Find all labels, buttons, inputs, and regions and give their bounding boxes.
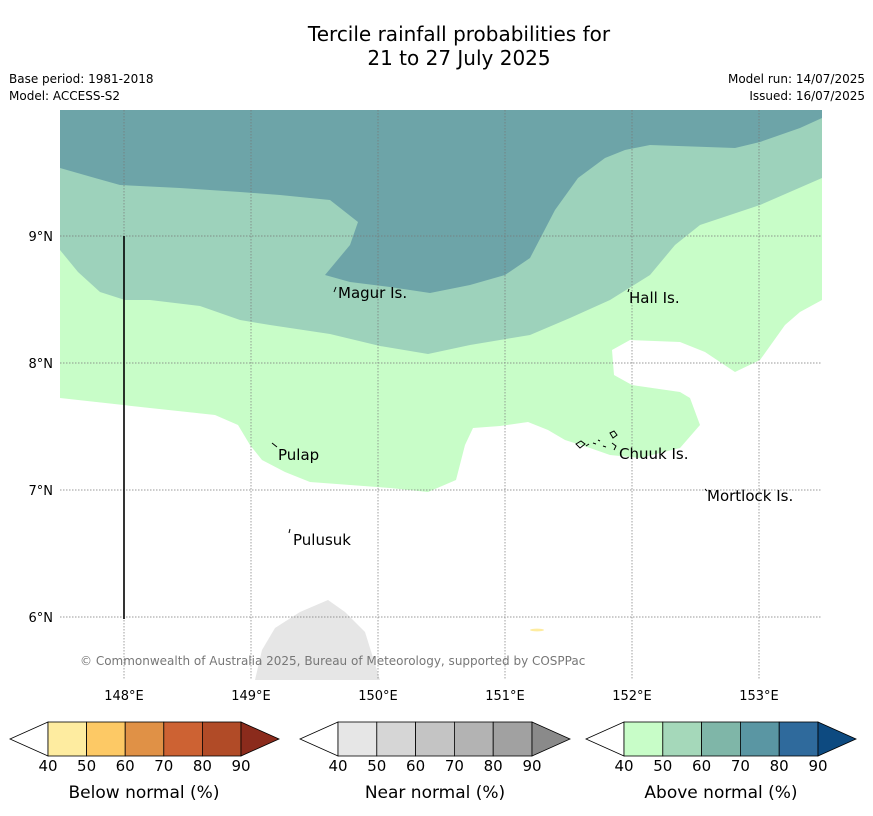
legend-near-tick-90: 90 [522,757,541,775]
meta-right: Model run: 14/07/2025 Issued: 16/07/2025 [728,71,865,105]
legend-near-tick-80: 80 [484,757,503,775]
lat-label-9n: 9°N [29,230,54,245]
legend-above-tick-80: 80 [770,757,789,775]
hall-island-outline [627,288,630,293]
legend-near-bin-50-60 [376,721,416,757]
copyright-notice: © Commonwealth of Australia 2025, Bureau… [80,654,585,668]
lon-label-148e: 148°E [104,689,144,704]
legend-near-title: Near normal (%) [365,783,505,803]
legend-above-tick-90: 90 [808,757,827,775]
legend-near-right-arrow [531,721,571,757]
pulusuk-island-outline [288,528,291,534]
legend-above-bin-50-60 [662,721,702,757]
legend-near-bin-70-80 [453,721,494,757]
legend-above-normal: 40 50 60 70 80 90 Above normal (%) [585,721,857,803]
above-normal-60-70-region [60,110,822,293]
legend-below-left-arrow [9,721,49,757]
graticule [60,110,822,680]
legend-near-normal: 40 50 60 70 80 90 Near normal (%) [299,721,571,803]
legend-near-tick-70: 70 [445,757,464,775]
place-labels: Magur Is. Hall Is. Pulap Chuuk Is. Mortl… [278,284,793,549]
legend-above-bin-80-90 [778,721,819,757]
legend-below-right-arrow [240,721,280,757]
place-label-chuuk: Chuuk Is. [619,445,688,463]
place-label-pulusuk: Pulusuk [293,531,351,549]
legend-above-bin-60-70 [701,721,741,757]
legend-below-tick-80: 80 [193,757,212,775]
title-line-1: Tercile rainfall probabilities for [307,22,611,46]
mortlock-island-outline [704,488,708,492]
legend-above-bin-70-80 [740,721,780,757]
legend-above-right-arrow [817,721,857,757]
model-run: Model run: 14/07/2025 [727,72,865,86]
legend-below-tick-90: 90 [231,757,250,775]
legend-above-tick-40: 40 [614,757,633,775]
pulap-island-outline [271,442,278,448]
legend-below-tick-50: 50 [77,757,96,775]
legend-below-tick-40: 40 [38,757,57,775]
legend-above-bin-40-50 [623,721,664,757]
legend-near-tick-50: 50 [367,757,386,775]
lon-label-149e: 149°E [231,689,271,704]
legend-below-bin-50-60 [86,721,126,757]
magur-island-outline [333,286,337,293]
lat-label-8n: 8°N [29,357,54,372]
lat-label-7n: 7°N [29,484,54,499]
legend-near-tick-60: 60 [406,757,425,775]
legend-near-bin-40-50 [337,721,378,757]
legend-near-left-arrow [299,721,339,757]
legend-above-tick-60: 60 [692,757,711,775]
legend-below-tick-60: 60 [116,757,135,775]
legend-below-bin-40-50 [47,721,87,757]
legend-below-title: Below normal (%) [69,783,220,803]
legend-above-title: Above normal (%) [644,783,797,803]
lon-label-153e: 153°E [739,689,779,704]
map-panel: Magur Is. Hall Is. Pulap Chuuk Is. Mortl… [60,110,822,680]
place-label-magur: Magur Is. [338,284,407,302]
below-normal-speck [530,628,544,632]
legend-below-tick-70: 70 [154,757,173,775]
legend-below-bin-70-80 [163,721,203,757]
longitude-labels: 148°E 149°E 150°E 151°E 152°E 153°E [104,689,779,704]
place-label-mortlock: Mortlock Is. [707,487,793,505]
legend-above-left-arrow [585,721,625,757]
legend-near-bin-80-90 [492,721,533,757]
legend-below-normal: 40 50 60 70 80 90 Below normal (%) [9,721,280,803]
islands [271,286,708,534]
page-title: Tercile rainfall probabilities for 21 to… [0,22,873,70]
near-normal-region [255,600,380,680]
model-name: Model: ACCESS-S2 [9,89,121,103]
issued-date: Issued: 16/07/2025 [749,89,865,103]
legend-near-tick-40: 40 [328,757,347,775]
lon-label-152e: 152°E [612,689,652,704]
lat-label-6n: 6°N [29,611,54,626]
legend-below-bin-80-90 [201,721,242,757]
place-label-hall: Hall Is. [629,289,680,307]
lon-label-151e: 151°E [485,689,525,704]
meta-left: Base period: 1981-2018 Model: ACCESS-S2 [9,71,154,105]
place-label-pulap: Pulap [278,446,319,464]
legend-below-bin-60-70 [124,721,165,757]
legend-above-tick-70: 70 [731,757,750,775]
legend-near-bin-60-70 [415,721,455,757]
title-line-2: 21 to 27 July 2025 [367,46,551,70]
chuuk-lagoon-islands [575,430,618,451]
latitude-labels: 9°N 8°N 7°N 6°N [29,230,54,626]
base-period: Base period: 1981-2018 [9,72,154,86]
legend-above-tick-50: 50 [653,757,672,775]
lon-label-150e: 150°E [358,689,398,704]
